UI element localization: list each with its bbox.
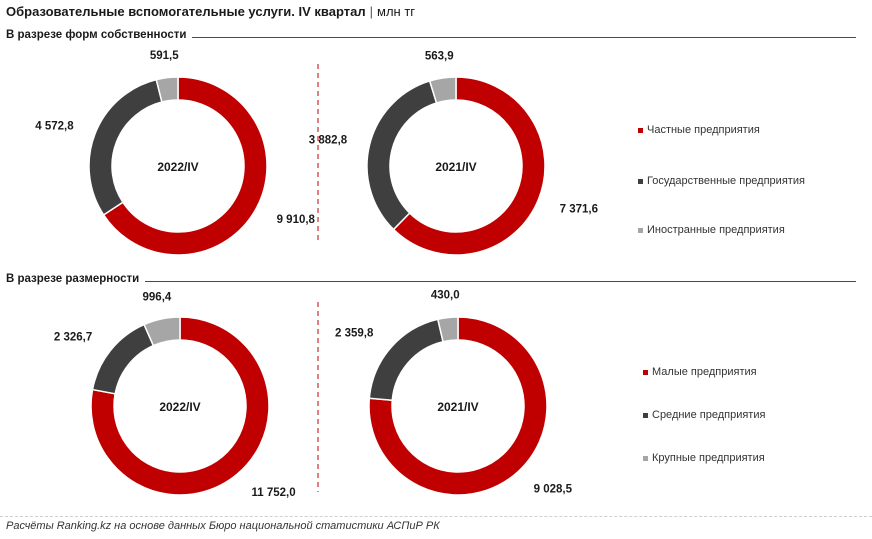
donut-center-label-0-0: 2022/IV — [157, 160, 198, 174]
donut-slice-1-0-first — [90, 316, 270, 496]
donut-slice-1-0-second — [91, 323, 155, 395]
donut-slice-0-1-second — [366, 80, 438, 231]
legend-swatch-1-first — [643, 370, 648, 375]
legend-label-0-second: Государственные предприятия — [647, 175, 805, 187]
legend-label-1-second: Средние предприятия — [652, 409, 765, 421]
data-label-1-1-second: 2 359,8 — [335, 328, 374, 340]
donut-center-label-1-0: 2022/IV — [159, 400, 200, 414]
data-label-0-0-second: 4 572,8 — [35, 120, 74, 132]
data-label-1-0-first: 11 752,0 — [252, 487, 296, 499]
donut-slice-0-1-third — [428, 76, 457, 104]
legend-label-0-first: Частные предприятия — [647, 124, 760, 136]
legend-swatch-0-first — [638, 128, 643, 133]
section-title-size: В разрезе размерности — [6, 273, 146, 285]
data-label-1-1-first: 9 028,5 — [534, 484, 573, 496]
data-label-0-0-first: 9 910,8 — [277, 214, 316, 226]
data-label-0-1-third: 563,9 — [425, 50, 454, 62]
donut-slice-0-0-second — [88, 78, 163, 216]
donut-charts: 9 910,8 4 572,8 591,5 2022/IV 7 371,6 3 882,8… — [35, 50, 805, 499]
donut-slice-1-1-first — [368, 316, 548, 496]
donut-center-label-1-1: 2021/IV — [437, 400, 478, 414]
donut-slice-1-0-third — [143, 316, 181, 347]
source-note: Расчёты Ranking.kz на основе данных Бюро… — [6, 520, 440, 532]
unit-label: млн тг — [377, 4, 416, 19]
donut-slice-1-1-third — [436, 316, 459, 343]
section-title-ownership: В разрезе форм собственности — [6, 29, 193, 41]
legend-swatch-0-third — [638, 228, 643, 233]
legend-label-1-third: Крупные предприятия — [652, 452, 765, 464]
donut-slice-0-0-first — [102, 76, 268, 256]
legend-label-0-third: Иностранные предприятия — [647, 224, 785, 236]
legend-swatch-1-second — [643, 413, 648, 418]
footer-rule — [0, 516, 872, 517]
legend-label-1-first: Малые предприятия — [652, 366, 757, 378]
title-separator: | — [369, 4, 373, 19]
title-text: Образовательные вспомогательные услуги. … — [6, 4, 366, 19]
data-label-1-1-third: 430,0 — [431, 290, 460, 302]
legend-swatch-0-second — [638, 179, 643, 184]
section-rule-ownership — [6, 37, 856, 38]
data-label-0-1-first: 7 371,6 — [560, 203, 598, 215]
data-label-1-0-second: 2 326,7 — [54, 331, 92, 343]
data-label-0-0-third: 591,5 — [150, 50, 179, 62]
chart-title: Образовательные вспомогательные услуги. … — [6, 4, 415, 19]
donut-slice-0-1-first — [392, 76, 546, 256]
donut-slice-1-1-second — [368, 318, 444, 402]
legend-swatch-1-third — [643, 456, 648, 461]
donut-center-label-0-1: 2021/IV — [435, 160, 476, 174]
section-rule-size — [6, 281, 856, 282]
data-label-0-1-second: 3 882,8 — [309, 135, 348, 147]
donut-slice-0-0-third — [155, 76, 179, 103]
data-label-1-0-third: 996,4 — [143, 291, 172, 303]
